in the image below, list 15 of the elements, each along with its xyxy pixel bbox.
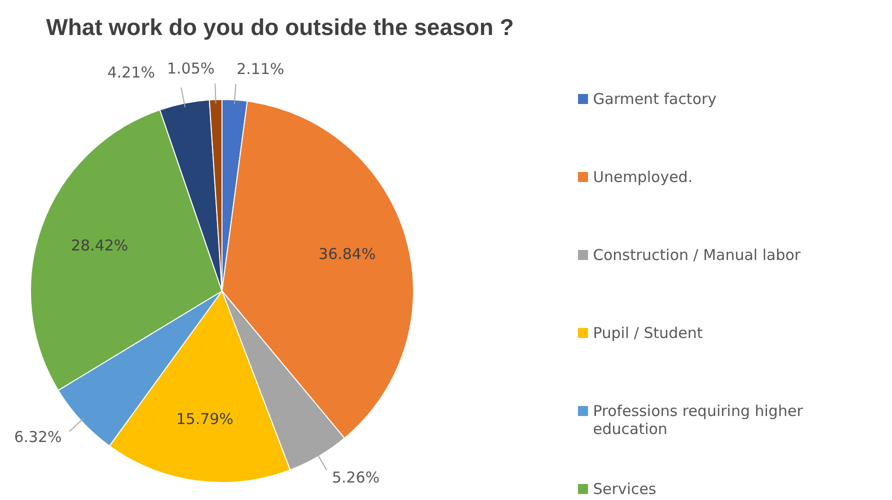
legend-label: Garment factory xyxy=(593,90,717,108)
data-label: 28.42% xyxy=(70,236,128,255)
legend-label: Pupil / Student xyxy=(593,324,703,342)
legend-label: Construction / Manual labor xyxy=(593,246,801,264)
data-label: 15.79% xyxy=(176,410,234,428)
legend-label: Professions requiring higher education xyxy=(593,402,804,438)
data-label: 2.11% xyxy=(236,60,284,78)
data-label: 1.05% xyxy=(167,60,215,78)
data-label: 36.84% xyxy=(318,244,376,263)
data-label: 4.21% xyxy=(107,64,155,82)
chart-title: What work do you do outside the season ? xyxy=(45,14,515,41)
legend-label: Services xyxy=(593,480,656,498)
data-label: 6.32% xyxy=(14,428,62,446)
data-label: 5.26% xyxy=(332,468,380,487)
legend-label: Unemployed. xyxy=(593,168,693,186)
